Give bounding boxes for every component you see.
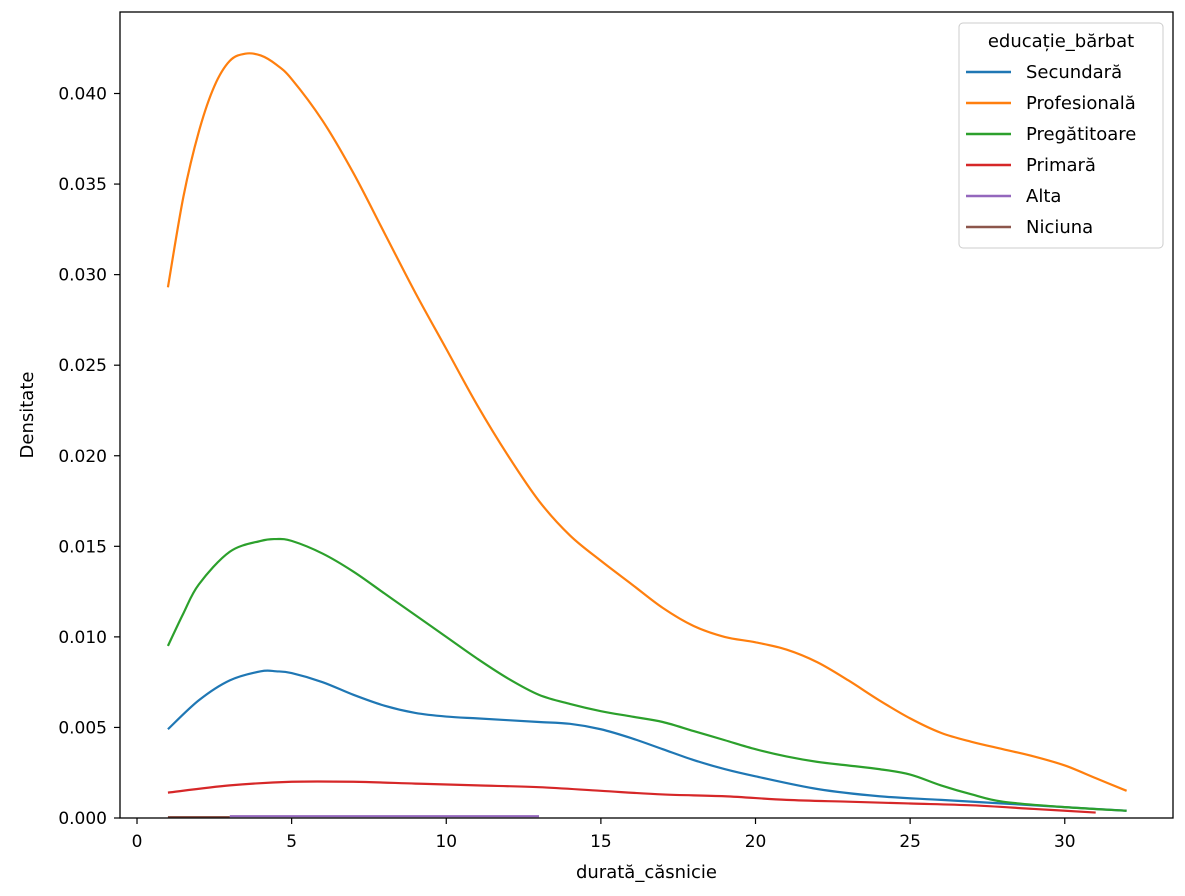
x-tick-label: 5 — [286, 832, 297, 852]
legend-label-2: Pregătitoare — [1026, 124, 1136, 145]
x-tick-label: 20 — [745, 832, 767, 852]
x-tick-label: 0 — [132, 832, 143, 852]
legend-label-3: Primară — [1026, 155, 1096, 176]
x-axis: 0 5 10 15 20 25 30 — [132, 818, 1076, 852]
legend-label-5: Niciuna — [1026, 217, 1093, 238]
legend-label-1: Profesională — [1026, 93, 1136, 114]
legend-title: educație_bărbat — [988, 31, 1134, 52]
legend-items: Secundară Profesională Pregătitoare Primară… — [966, 62, 1136, 238]
x-tick-label: 10 — [435, 832, 457, 852]
series-line-3 — [167, 780, 1096, 814]
legend-label-4: Alta — [1026, 186, 1061, 207]
legend-label-0: Secundară — [1026, 62, 1122, 83]
y-tick-label: 0.025 — [58, 356, 107, 376]
y-tick-label: 0.030 — [58, 266, 107, 286]
plot-lines — [166, 52, 1128, 819]
y-tick-label: 0.005 — [58, 718, 107, 738]
plot-frame — [119, 11, 1174, 819]
series-line-0 — [167, 669, 1127, 812]
x-tick-label: 15 — [590, 832, 612, 852]
y-tick-label: 0.010 — [58, 628, 107, 648]
y-tick-label: 0.000 — [58, 809, 107, 829]
legend-box — [958, 22, 1164, 249]
y-axis-label: Densitate — [17, 372, 38, 459]
series-line-2 — [166, 537, 1127, 812]
y-tick-label: 0.040 — [58, 85, 107, 105]
legend: educație_bărbat Secundară Profesională Pre… — [958, 22, 1164, 249]
series-line-1 — [166, 52, 1128, 792]
x-tick-label: 30 — [1054, 832, 1076, 852]
y-tick-label: 0.035 — [58, 175, 107, 195]
x-tick-label: 25 — [899, 832, 921, 852]
y-axis: 0.000 0.005 0.010 0.015 0.020 0.025 0.030 0.035… — [58, 85, 120, 829]
y-tick-label: 0.015 — [58, 537, 107, 557]
y-tick-label: 0.020 — [58, 447, 107, 467]
x-axis-label: durată_căsnicie — [576, 862, 717, 883]
